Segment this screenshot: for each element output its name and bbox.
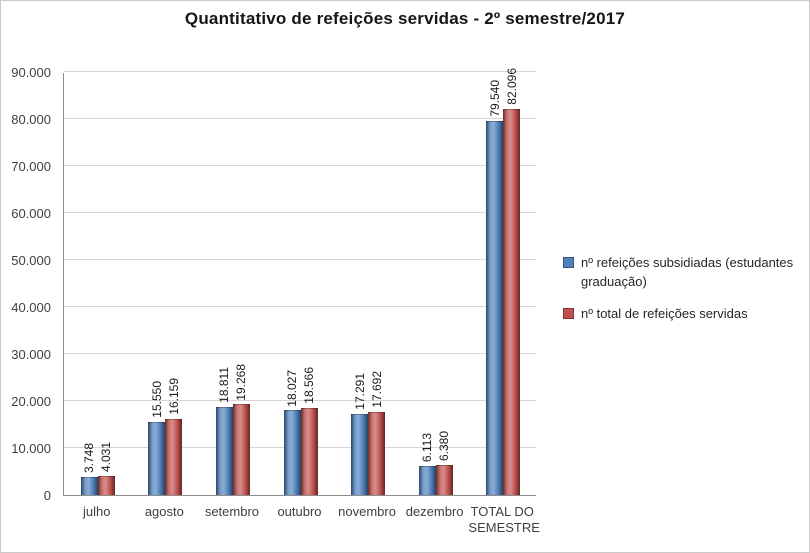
bar-value-label: 79.540 <box>487 80 502 118</box>
series-1-bar <box>418 466 436 495</box>
series-2-bar <box>368 411 386 495</box>
series-1-bar <box>351 413 369 495</box>
bar-value-label: 18.566 <box>302 367 316 404</box>
series-2-bar <box>300 407 318 495</box>
y-axis-tick-label: 50.000 <box>11 253 51 268</box>
y-axis-tick-label: 40.000 <box>11 300 51 315</box>
x-axis-labels: julho agosto setembro outubro novembro dezemb… <box>63 504 540 544</box>
legend-item-series-2: nº total de refeições servidas <box>563 304 809 323</box>
gridline <box>64 118 536 119</box>
gridline <box>64 400 536 401</box>
series-1-bar <box>148 421 166 495</box>
y-axis-tick-label: 0 <box>43 488 51 503</box>
y-axis-tick-label: 60.000 <box>11 206 51 221</box>
gridline <box>64 353 536 354</box>
gridline <box>64 306 536 307</box>
x-axis-category-label: TOTAL DO SEMESTRE <box>468 504 540 535</box>
bar-value-label: 17.692 <box>369 371 384 408</box>
bar-value-label: 6.113 <box>420 433 435 463</box>
y-axis-labels: 0 10.000 20.000 30.000 40.000 50.000 60.000 70.… <box>3 65 55 503</box>
chart-title: Quantitativo de refeições servidas - 2º … <box>184 9 626 28</box>
series-2-bar <box>435 465 453 495</box>
legend: nº refeições subsidiadas (estudantes gra… <box>563 253 809 336</box>
y-axis-tick-label: 80.000 <box>11 112 51 127</box>
y-axis-tick-label: 30.000 <box>11 347 51 362</box>
series-2-swatch-icon <box>563 308 574 319</box>
y-axis-tick-label: 10.000 <box>11 441 51 456</box>
legend-label-series-1: nº refeições subsidiadas (estudantes gra… <box>581 255 794 289</box>
bar-value-label: 15.550 <box>149 381 164 418</box>
series-1-bar <box>215 406 233 495</box>
series-1-swatch-icon <box>563 257 574 268</box>
x-axis-category-label: dezembro <box>405 504 464 519</box>
series-2-bar <box>97 476 115 495</box>
gridline <box>64 259 536 260</box>
bar-value-label: 18.027 <box>285 369 299 407</box>
bar-value-label: 17.291 <box>352 373 367 410</box>
series-2-bar <box>503 109 521 495</box>
bar-value-label: 82.096 <box>504 68 519 106</box>
series-1-bar <box>80 477 98 495</box>
x-axis-category-label: julho <box>83 504 111 519</box>
bar-value-label: 18.811 <box>217 366 232 403</box>
bar-value-label: 16.159 <box>166 378 181 416</box>
legend-item-series-1: nº refeições subsidiadas (estudantes gra… <box>563 253 809 291</box>
series-2-bar <box>232 404 250 495</box>
series-1-bar <box>486 121 504 495</box>
y-axis-tick-label: 70.000 <box>11 159 51 174</box>
gridline <box>64 71 536 72</box>
x-axis-category-label: novembro <box>338 504 396 519</box>
y-axis-tick-label: 90.000 <box>11 65 51 80</box>
series-1-bar <box>283 410 301 495</box>
bar-value-label: 3.748 <box>82 443 97 474</box>
bar-value-label: 19.268 <box>234 363 249 401</box>
y-axis-tick-label: 20.000 <box>11 394 51 409</box>
x-axis-category-label: setembro <box>204 504 260 519</box>
gridline <box>64 212 536 213</box>
x-axis-category-label: agosto <box>144 504 184 519</box>
plot-area: 3.748 15.550 18.811 18.027 17.291 6.113 79.540… <box>63 68 536 496</box>
bar-value-label: 4.031 <box>99 442 114 473</box>
gridline <box>64 165 536 166</box>
series-2-bar <box>165 419 183 495</box>
bar-value-label: 6.380 <box>437 430 452 462</box>
x-axis-category-label: outubro <box>277 504 322 519</box>
legend-label-series-2: nº total de refeições servidas <box>581 306 748 321</box>
